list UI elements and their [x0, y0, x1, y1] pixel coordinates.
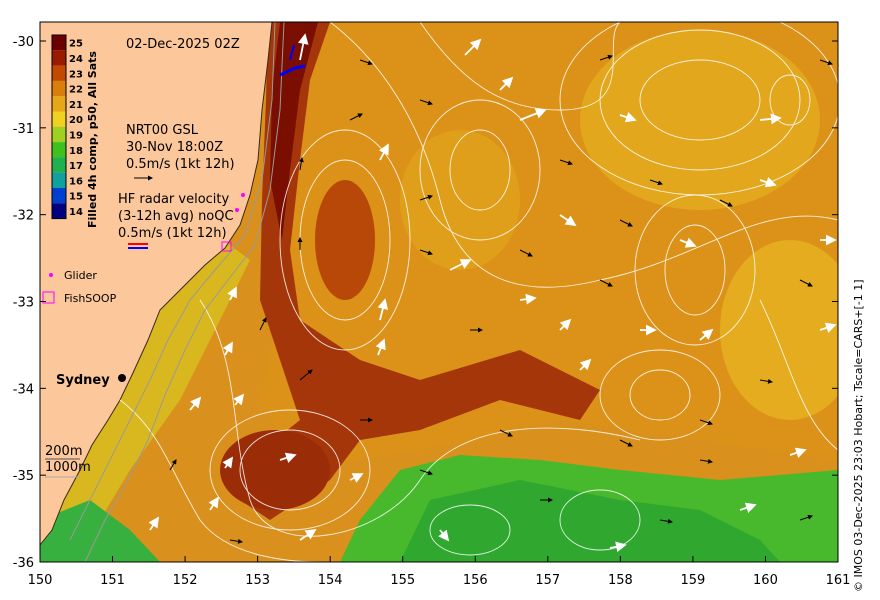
x-tick-label: 152: [173, 573, 198, 588]
colorbar-swatch: [52, 172, 66, 188]
colorbar-swatch: [52, 80, 66, 97]
colorbar: 25 24 23 22 21 20 19 18 17 16 15 14: [51, 34, 83, 220]
y-tick-label: -35: [13, 469, 34, 484]
depth-200m-label: 200m: [45, 444, 82, 459]
colorbar-tick-label: 21: [69, 100, 83, 111]
glider-track-point: [235, 208, 239, 212]
colorbar-tick-label: 25: [69, 39, 83, 50]
x-axis-ticks: 150 151 152 153 154 155 156 157 158 159 160 161: [28, 556, 851, 588]
x-tick-label: 155: [390, 573, 415, 588]
cold-water-core: [400, 480, 780, 562]
colorbar-swatch: [52, 157, 66, 173]
x-tick-label: 158: [608, 573, 633, 588]
colorbar-swatch: [52, 35, 66, 51]
current-arrows-white: [148, 33, 837, 553]
isobaths: [69, 22, 285, 562]
land-australia: [40, 22, 273, 546]
colorbar-swatch: [52, 142, 66, 158]
depth-1000m-label: 1000m: [45, 460, 91, 475]
y-tick-label: -33: [13, 296, 34, 311]
x-tick-label: 150: [28, 573, 53, 588]
colorbar-tick-label: 24: [69, 54, 83, 65]
colorbar-swatch: [52, 203, 66, 219]
fishsoop-marker: [221, 241, 232, 252]
colorbar-frame: [51, 34, 67, 220]
credit-text: © IMOS 03-Dec-2025 23:03 Hobart; Tscale=…: [852, 279, 865, 592]
y-axis-ticks: -30 -31 -32 -33 -34 -35 -36: [13, 35, 838, 571]
hf-key-line1: HF radar velocity: [118, 192, 230, 207]
glider-key-line3: 0.5m/s (1kt 12h): [126, 157, 235, 172]
colorbar-tick-label: 15: [69, 192, 83, 203]
hf-key-line2: (3-12h avg) noQC: [118, 209, 234, 224]
colorbar-tick-label: 17: [69, 161, 83, 172]
x-tick-label: 160: [753, 573, 778, 588]
cool-eddy-1: [580, 30, 820, 210]
current-arrows-black: [169, 54, 833, 544]
hf-key-line3: 0.5m/s (1kt 12h): [118, 226, 227, 241]
colorbar-swatch: [52, 111, 66, 127]
colorbar-swatch: [52, 188, 66, 204]
warm-eddy-core: [315, 180, 375, 300]
warm-current-core: [240, 22, 600, 520]
x-tick-label: 161: [826, 573, 851, 588]
colorbar-swatch: [52, 126, 66, 143]
colorbar-tick-label: 22: [69, 85, 83, 96]
colorbar-tick-label: 16: [69, 176, 83, 187]
hf-radar-vectors: [279, 64, 306, 77]
y-tick-label: -30: [13, 35, 34, 50]
colorbar-swatch: [52, 65, 66, 81]
hf-radar-vector: [289, 44, 295, 61]
plot-frame: [39, 21, 839, 563]
glider-key-line2: 30-Nov 18:00Z: [126, 140, 223, 155]
colorbar-swatch: [52, 96, 66, 112]
glider-legend-symbol: [49, 273, 53, 277]
glider-track-point: [241, 193, 245, 197]
sydney-label: Sydney: [56, 373, 110, 388]
colorbar-tick-label: 20: [69, 115, 83, 126]
colorbar-title: Filled 4h comp, p50, All Sats: [86, 51, 99, 228]
map-plot-area: [40, 22, 838, 562]
fishsoop-legend-symbol: [42, 291, 55, 304]
glider-legend-label: Glider: [64, 269, 97, 282]
y-tick-label: -36: [13, 556, 34, 571]
x-tick-label: 153: [245, 573, 270, 588]
colorbar-swatch: [52, 50, 66, 66]
x-tick-label: 157: [535, 573, 560, 588]
sydney-marker: [118, 374, 126, 382]
colorbar-tick-label: 14: [69, 207, 83, 218]
colorbar-tick-label: 18: [69, 146, 83, 157]
sea-level-contours: [119, 22, 838, 562]
y-tick-label: -32: [13, 209, 34, 224]
x-tick-label: 156: [463, 573, 488, 588]
x-tick-label: 159: [680, 573, 705, 588]
date-label: 02-Dec-2025 02Z: [126, 37, 240, 52]
glider-key-line1: NRT00 GSL: [126, 123, 199, 138]
cool-eddy-2: [720, 240, 838, 420]
y-tick-label: -34: [13, 382, 34, 397]
x-tick-label: 151: [100, 573, 125, 588]
colorbar-tick-label: 19: [69, 130, 83, 141]
fishsoop-legend-label: FishSOOP: [64, 292, 117, 305]
southern-warm-eddy: [220, 430, 330, 510]
x-tick-label: 154: [318, 573, 343, 588]
colorbar-tick-label: 23: [69, 69, 83, 80]
y-tick-label: -31: [13, 122, 34, 137]
